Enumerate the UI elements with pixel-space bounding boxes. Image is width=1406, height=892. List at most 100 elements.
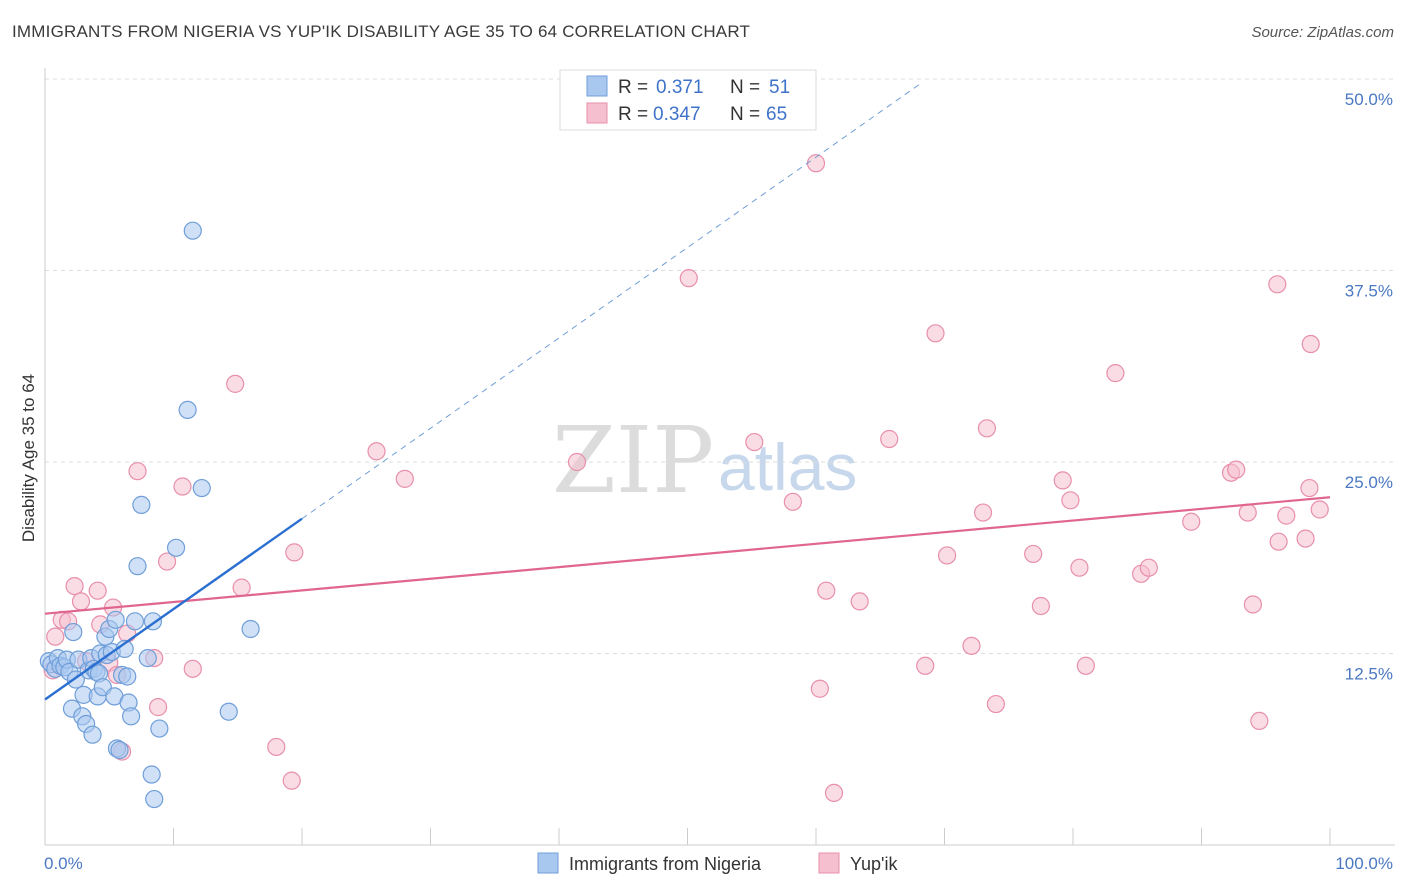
yupik-point — [395, 469, 414, 488]
yupik-point — [267, 737, 286, 757]
bottom-legend-pink-label: Yup'ik — [850, 854, 898, 874]
yupik-point — [1300, 478, 1319, 498]
yupik-point — [926, 324, 945, 343]
yupik-point — [282, 771, 301, 790]
yupik-point — [232, 578, 251, 597]
yupik-point — [367, 442, 386, 461]
yupik-point — [567, 452, 587, 472]
yupik-point — [65, 576, 84, 596]
nigeria-point — [183, 221, 202, 240]
yupik-point — [1070, 558, 1089, 577]
yupik-point — [783, 492, 802, 511]
yupik-point — [1269, 532, 1288, 551]
nigeria-point — [138, 648, 157, 668]
nigeria-point — [106, 610, 125, 629]
nigeria-point — [150, 719, 169, 738]
y-tick-label: 12.5% — [1345, 665, 1393, 684]
yupik-point — [1076, 656, 1095, 675]
yupik-point — [1277, 506, 1296, 525]
yupik-trend-line — [44, 496, 1331, 615]
yupik-point — [1061, 491, 1080, 510]
yupik-point — [850, 592, 869, 611]
yupik-point — [1301, 334, 1320, 354]
nigeria-point — [83, 725, 102, 744]
nigeria-point — [178, 400, 197, 420]
yupik-point — [1243, 595, 1263, 614]
yupik-point — [157, 552, 177, 571]
yupik-point — [1310, 500, 1329, 519]
yupik-point — [88, 581, 107, 600]
yupik-point — [183, 659, 202, 678]
yupik-point — [817, 581, 836, 600]
bottom-legend-swatch-pink — [818, 852, 840, 874]
yupik-point — [128, 462, 147, 481]
correlation-legend: R = 0.371 N = 51 R = 0.347 N = 65 — [559, 69, 817, 131]
source-credit: Source: ZipAtlas.com — [1251, 24, 1394, 41]
yupik-point — [1227, 460, 1246, 479]
yupik-point — [1238, 503, 1257, 522]
nigeria-point — [121, 707, 141, 726]
series-nigeria-points — [39, 221, 260, 809]
legend-blue-r-label: R = — [618, 77, 648, 98]
series-yupik-points — [43, 154, 1329, 803]
x-tick-label-max: 100.0% — [1335, 854, 1393, 873]
yupik-point — [226, 374, 245, 393]
nigeria-point — [118, 667, 137, 686]
yupik-point — [1182, 512, 1201, 531]
nigeria-point — [219, 702, 238, 721]
bottom-legend-blue-label: Immigrants from Nigeria — [569, 854, 762, 874]
nigeria-point — [125, 612, 145, 631]
yupik-point — [916, 656, 935, 675]
yupik-point — [937, 546, 957, 565]
legend-swatch-pink — [586, 102, 608, 124]
yupik-point — [285, 543, 304, 562]
nigeria-point — [192, 478, 211, 498]
y-tick-label: 25.0% — [1345, 473, 1393, 492]
legend-pink-r-value: 0.347 — [653, 104, 701, 125]
legend-swatch-blue — [586, 75, 608, 97]
nigeria-point — [64, 622, 83, 642]
nigeria-point — [142, 765, 161, 784]
yupik-point — [880, 429, 899, 449]
yupik-point — [824, 783, 844, 803]
yupik-point — [1053, 471, 1072, 490]
legend-pink-n-label: N = — [730, 104, 760, 125]
yupik-point — [1250, 711, 1269, 731]
yupik-point — [973, 503, 993, 522]
legend-blue-n-label: N = — [730, 77, 760, 98]
chart-title: IMMIGRANTS FROM NIGERIA VS YUP'IK DISABI… — [12, 22, 751, 41]
yupik-point — [745, 432, 764, 452]
yupik-point — [71, 592, 91, 611]
yupik-point — [46, 627, 65, 646]
yupik-point — [1031, 596, 1050, 616]
series-legend: Immigrants from Nigeria Yup'ik — [537, 852, 898, 874]
y-axis-label: Disability Age 35 to 64 — [19, 374, 38, 542]
legend-pink-n-value: 65 — [766, 104, 787, 125]
yupik-point — [1106, 364, 1125, 383]
yupik-point — [962, 636, 981, 655]
yupik-point — [1268, 275, 1287, 294]
y-tick-label: 50.0% — [1345, 90, 1393, 109]
nigeria-point — [132, 495, 151, 514]
yupik-point — [986, 694, 1006, 714]
nigeria-trend-extension — [301, 84, 920, 520]
bottom-legend-swatch-blue — [537, 852, 559, 874]
legend-pink-r-label: R = — [618, 104, 648, 125]
yupik-point — [148, 698, 168, 717]
yupik-point — [810, 679, 829, 698]
nigeria-point — [145, 789, 164, 809]
yupik-point — [1296, 529, 1315, 548]
yupik-point — [977, 419, 997, 438]
y-tick-label: 37.5% — [1345, 282, 1393, 301]
nigeria-point — [241, 619, 260, 639]
nigeria-point — [110, 740, 129, 760]
yupik-point — [1139, 558, 1158, 577]
axes: 12.5% 25.0% 37.5% 50.0% 0.0% 100.0% — [44, 68, 1395, 873]
legend-blue-n-value: 51 — [769, 77, 790, 98]
x-tick-label-min: 0.0% — [44, 854, 83, 873]
yupik-point — [679, 269, 698, 288]
yupik-point — [1024, 544, 1043, 564]
watermark-atlas: atlas — [718, 430, 857, 504]
legend-blue-r-value: 0.371 — [656, 77, 704, 98]
